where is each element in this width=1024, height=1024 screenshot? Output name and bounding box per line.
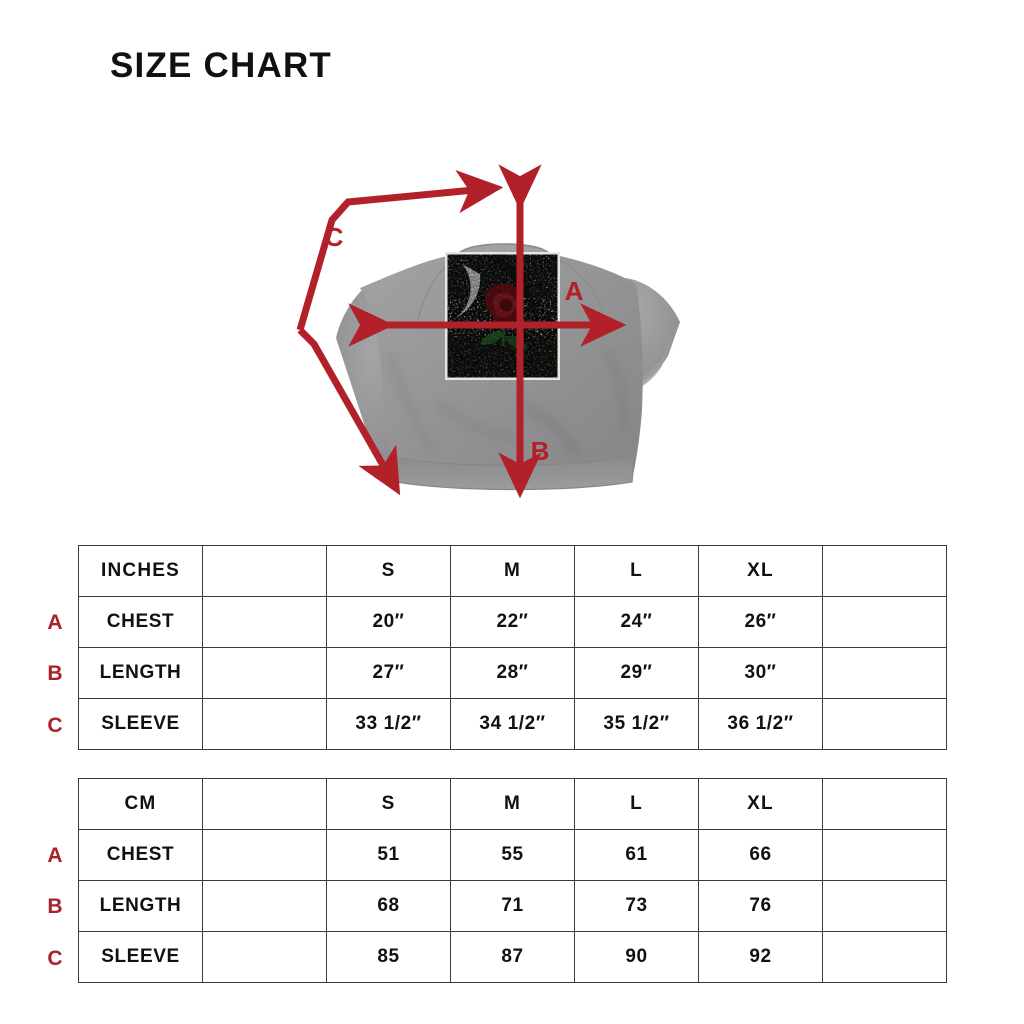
spacer-header	[202, 545, 327, 597]
cell-length-xl: 76	[698, 880, 823, 932]
cell-sleeve-xl: 36 1/2″	[698, 698, 823, 750]
table-row: CHEST 51 55 61 66	[78, 829, 947, 881]
product-figure: A B C	[290, 160, 730, 520]
row-key-c-inches: C	[47, 714, 63, 737]
cell-length-xl: 30″	[698, 647, 823, 699]
size-header-l: L	[574, 778, 699, 830]
row-label-length: LENGTH	[78, 880, 203, 932]
row-key-c-cm: C	[47, 947, 63, 970]
row-spacer-cell	[202, 698, 327, 750]
tail-header	[822, 778, 947, 830]
cell-length-l: 29″	[574, 647, 699, 699]
row-label-length: LENGTH	[78, 647, 203, 699]
cell-sleeve-s: 33 1/2″	[326, 698, 451, 750]
size-table-inches: INCHES S M L XL CHEST 20″ 22″ 24″ 26″ LE…	[78, 545, 947, 750]
label-b: B	[531, 436, 550, 466]
cell-sleeve-s: 85	[326, 931, 451, 983]
row-tail-cell	[822, 698, 947, 750]
cell-chest-xl: 66	[698, 829, 823, 881]
cell-length-s: 27″	[326, 647, 451, 699]
row-spacer-cell	[202, 596, 327, 648]
table-header-row: CM S M L XL	[78, 778, 947, 830]
cell-sleeve-l: 35 1/2″	[574, 698, 699, 750]
size-header-s: S	[326, 545, 451, 597]
cell-chest-l: 24″	[574, 596, 699, 648]
row-label-chest: CHEST	[78, 829, 203, 881]
row-key-b-inches: B	[47, 662, 63, 685]
cell-sleeve-l: 90	[574, 931, 699, 983]
cell-length-s: 68	[326, 880, 451, 932]
size-header-s: S	[326, 778, 451, 830]
cell-sleeve-m: 87	[450, 931, 575, 983]
table-row: CHEST 20″ 22″ 24″ 26″	[78, 596, 947, 648]
garment-illustration	[336, 243, 680, 491]
cell-chest-m: 22″	[450, 596, 575, 648]
row-spacer-cell	[202, 880, 327, 932]
row-tail-cell	[822, 880, 947, 932]
unit-header: INCHES	[78, 545, 203, 597]
row-spacer-cell	[202, 829, 327, 881]
graphic-print	[445, 252, 560, 380]
cell-length-l: 73	[574, 880, 699, 932]
tail-header	[822, 545, 947, 597]
row-tail-cell	[822, 829, 947, 881]
label-a: A	[565, 276, 584, 306]
table-row: LENGTH 68 71 73 76	[78, 880, 947, 932]
measurement-arrows	[296, 164, 627, 499]
size-header-l: L	[574, 545, 699, 597]
cell-length-m: 28″	[450, 647, 575, 699]
table-row: LENGTH 27″ 28″ 29″ 30″	[78, 647, 947, 699]
row-tail-cell	[822, 647, 947, 699]
row-spacer-cell	[202, 647, 327, 699]
cell-chest-s: 51	[326, 829, 451, 881]
size-header-m: M	[450, 545, 575, 597]
arrow-c-sleeve	[296, 169, 504, 331]
table-row: SLEEVE 33 1/2″ 34 1/2″ 35 1/2″ 36 1/2″	[78, 698, 947, 750]
table-row: SLEEVE 85 87 90 92	[78, 931, 947, 983]
label-c: C	[325, 222, 344, 252]
row-tail-cell	[822, 596, 947, 648]
cell-sleeve-m: 34 1/2″	[450, 698, 575, 750]
row-label-sleeve: SLEEVE	[78, 698, 203, 750]
size-header-xl: XL	[698, 545, 823, 597]
size-table-cm: CM S M L XL CHEST 51 55 61 66 LENGTH 68 …	[78, 778, 947, 983]
size-header-m: M	[450, 778, 575, 830]
spacer-header	[202, 778, 327, 830]
row-key-a-cm: A	[47, 844, 63, 867]
row-label-sleeve: SLEEVE	[78, 931, 203, 983]
cell-sleeve-xl: 92	[698, 931, 823, 983]
cell-chest-xl: 26″	[698, 596, 823, 648]
row-spacer-cell	[202, 931, 327, 983]
cell-chest-l: 61	[574, 829, 699, 881]
table-header-row: INCHES S M L XL	[78, 545, 947, 597]
arrow-c-sleeve-lower	[297, 327, 401, 496]
row-label-chest: CHEST	[78, 596, 203, 648]
row-key-a-inches: A	[47, 611, 63, 634]
cell-chest-s: 20″	[326, 596, 451, 648]
right-sleeve-fold	[620, 330, 674, 394]
size-header-xl: XL	[698, 778, 823, 830]
row-key-b-cm: B	[47, 895, 63, 918]
cell-chest-m: 55	[450, 829, 575, 881]
unit-header: CM	[78, 778, 203, 830]
page-title: SIZE CHART	[110, 46, 332, 85]
row-tail-cell	[822, 931, 947, 983]
cell-length-m: 71	[450, 880, 575, 932]
